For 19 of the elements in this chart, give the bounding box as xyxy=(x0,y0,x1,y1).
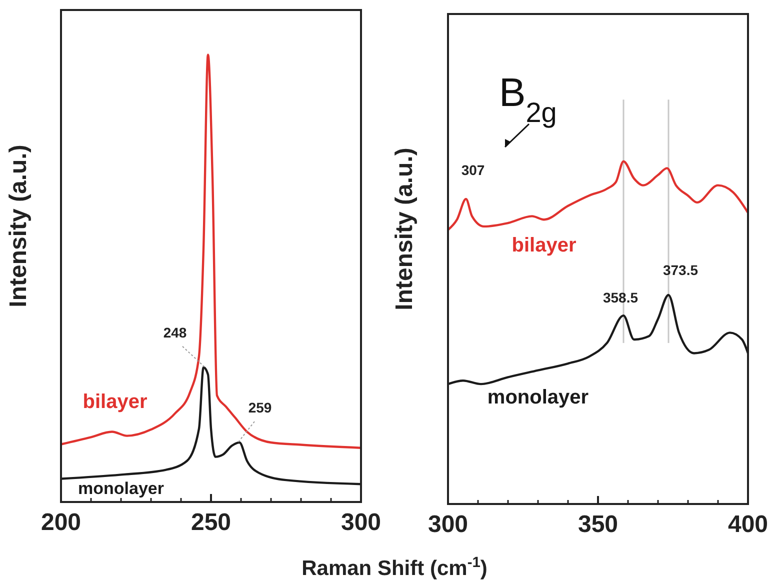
annotation: 259 xyxy=(248,400,272,416)
annotation: 248 xyxy=(163,324,187,340)
series-label: bilayer xyxy=(82,390,148,413)
x-tick-label: 400 xyxy=(728,511,768,538)
series-label: monolayer xyxy=(487,386,589,409)
x-tick-label: 200 xyxy=(40,509,82,536)
x-tick-label: 350 xyxy=(578,511,618,538)
series-label: bilayer xyxy=(512,234,576,257)
annotation: 358.5 xyxy=(602,290,638,306)
x-tick-label: 300 xyxy=(428,511,468,538)
y-axis-title: Intensity (a.u.) xyxy=(5,144,32,308)
annotation: 373.5 xyxy=(662,262,698,278)
y-axis-title: Intensity (a.u.) xyxy=(391,148,418,310)
x-tick-label: 300 xyxy=(340,509,382,536)
x-tick-label: 250 xyxy=(190,509,232,536)
annotation: 307 xyxy=(461,162,485,178)
series-label: monolayer xyxy=(78,479,164,498)
x-axis-title: Raman Shift (cm$^{-1}$) xyxy=(302,555,488,580)
text: B$_{2g}$ xyxy=(499,71,557,128)
